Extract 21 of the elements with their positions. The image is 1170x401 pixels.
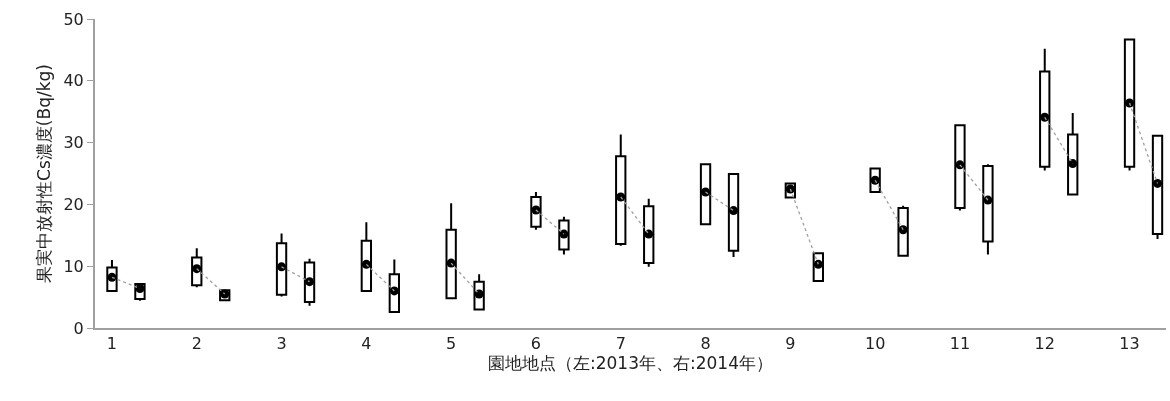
x-tick-label: 10	[864, 334, 886, 354]
y-tick-label: 50	[63, 9, 84, 29]
x-tick-label: 11	[949, 334, 971, 354]
x-tick-label: 1	[106, 334, 118, 354]
x-tick-label: 6	[530, 334, 542, 354]
x-tick-label: 7	[615, 334, 626, 354]
y-tick-label: 0	[73, 318, 84, 338]
x-tick-label: 2	[191, 334, 202, 354]
y-tick-label: 40	[63, 71, 84, 91]
y-tick-label: 10	[63, 256, 84, 276]
x-tick-label: 3	[276, 334, 287, 354]
y-tick-label: 20	[63, 195, 84, 214]
x-tick-label: 8	[700, 334, 711, 354]
x-tick-label: 9	[785, 334, 796, 354]
x-axis-title: 園地地点（左:2013年、右:2014年）	[488, 353, 773, 374]
x-tick-label: 5	[446, 334, 457, 354]
y-tick-label: 30	[63, 133, 84, 153]
x-tick-label: 4	[361, 334, 372, 354]
x-tick-label: 12	[1034, 334, 1055, 354]
x-tick-label: 13	[1119, 334, 1140, 354]
y-axis-title: 果実中放射性Cs濃度(Bq/kg)	[34, 64, 55, 283]
